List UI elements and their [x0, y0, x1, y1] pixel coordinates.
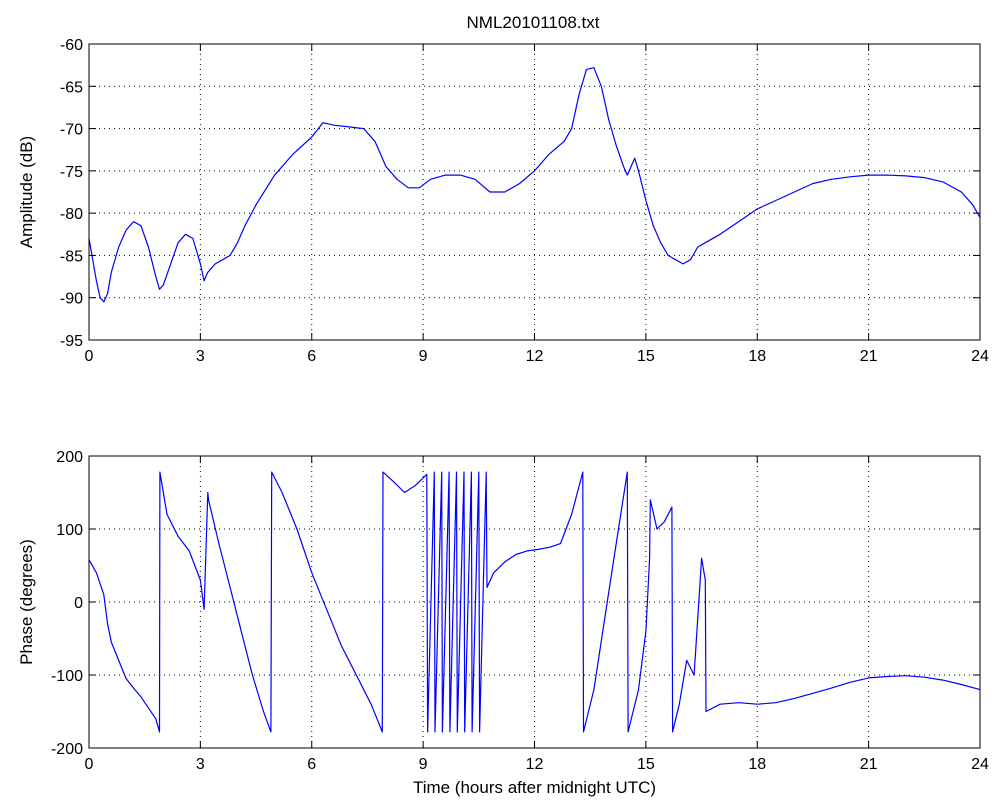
- phase-series-line: [88, 471, 981, 733]
- phase-y-tick-label: 200: [56, 449, 83, 466]
- amplitude-y-tick-label: -85: [60, 248, 83, 265]
- amplitude-y-axis-label: Amplitude (dB): [17, 136, 36, 248]
- phase-y-axis-label: Phase (degrees): [17, 539, 36, 665]
- phase-x-tick-label: 24: [971, 756, 989, 773]
- amplitude-x-tick-label: 9: [419, 348, 428, 365]
- amplitude-x-tick-label: 0: [85, 348, 94, 365]
- phase-y-tick-label: -100: [51, 668, 83, 685]
- phase-y-tick-label: 0: [74, 595, 83, 612]
- amplitude-y-tick-label: -60: [60, 37, 83, 54]
- phase-x-tick-label: 9: [419, 756, 428, 773]
- amplitude-y-tick-label: -80: [60, 206, 83, 223]
- phase-x-tick-label: 12: [526, 756, 544, 773]
- amplitude-x-tick-label: 3: [196, 348, 205, 365]
- amplitude-y-tick-label: -90: [60, 291, 83, 308]
- amplitude-x-tick-label: 12: [526, 348, 544, 365]
- amplitude-x-tick-label: 6: [307, 348, 316, 365]
- amplitude-panel: 0 3 6 9 12 15 18 21 24 -95 -90 -85 -80 -75 -70 -65 -60 A…: [17, 37, 989, 365]
- amplitude-x-tick-label: 21: [860, 348, 878, 365]
- phase-x-tick-label: 0: [85, 756, 94, 773]
- amplitude-x-tick-label: 18: [748, 348, 766, 365]
- phase-panel: 0 3 6 9 12 15 18 21 24 -200 -100 0 100 200 Phase (deg…: [17, 449, 989, 797]
- phase-y-tick-label: 100: [56, 522, 83, 539]
- phase-y-tick-label: -200: [51, 741, 83, 758]
- chart-title: NML20101108.txt: [467, 13, 600, 32]
- phase-x-tick-label: 18: [748, 756, 766, 773]
- phase-x-tick-label: 3: [196, 756, 205, 773]
- amplitude-y-tick-label: -75: [60, 164, 83, 181]
- phase-x-tick-label: 15: [637, 756, 655, 773]
- phase-x-tick-label: 6: [307, 756, 316, 773]
- amplitude-y-tick-label: -65: [60, 79, 83, 96]
- amplitude-x-tick-label: 15: [637, 348, 655, 365]
- amplitude-x-tick-label: 24: [971, 348, 989, 365]
- amplitude-series-line: [88, 67, 981, 303]
- amplitude-y-tick-label: -70: [60, 122, 83, 139]
- amplitude-y-tick-label: -95: [60, 333, 83, 350]
- phase-x-tick-label: 21: [860, 756, 878, 773]
- phase-x-axis-label: Time (hours after midnight UTC): [413, 778, 656, 797]
